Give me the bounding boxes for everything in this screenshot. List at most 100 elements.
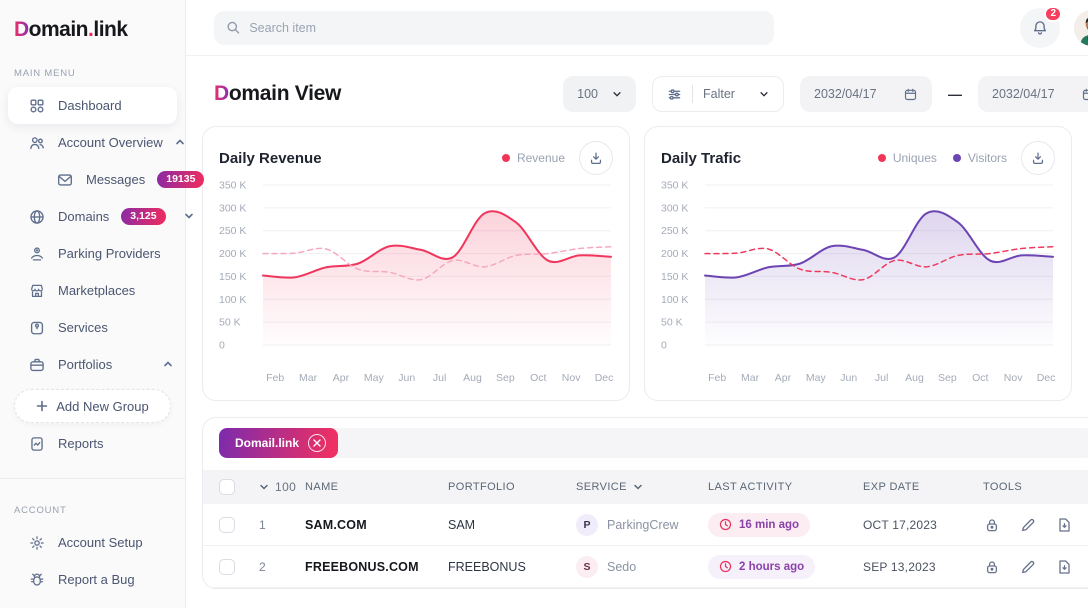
calendar-icon bbox=[904, 88, 917, 100]
chart-legend: Revenue bbox=[501, 151, 565, 165]
grid-icon bbox=[28, 97, 46, 115]
svg-text:150 K: 150 K bbox=[219, 271, 246, 283]
sidebar-item-portfolios[interactable]: Portfolios bbox=[0, 346, 185, 383]
chevron-down-icon bbox=[613, 92, 621, 97]
svg-text:Apr: Apr bbox=[775, 372, 792, 384]
page-size-value: 100 bbox=[577, 87, 598, 101]
avatar[interactable] bbox=[1074, 9, 1088, 46]
column-last-activity[interactable]: LAST ACTIVITY bbox=[708, 481, 793, 493]
domain-name[interactable]: FREEBONUS.COM bbox=[305, 559, 419, 574]
notifications-button[interactable]: 2 bbox=[1020, 5, 1062, 48]
section-account: ACCOUNT bbox=[14, 505, 67, 516]
table-row: 1 SAM.COM SAM P ParkingCrew 16 min ago O… bbox=[203, 504, 1088, 546]
box-icon bbox=[28, 319, 46, 337]
date-range-separator: — bbox=[948, 86, 962, 102]
sidebar-item-reports[interactable]: Reports bbox=[0, 425, 185, 462]
search-input[interactable] bbox=[249, 20, 762, 35]
activity-badge: 16 min ago bbox=[708, 512, 811, 537]
svg-text:Mar: Mar bbox=[299, 372, 318, 384]
lock-icon bbox=[986, 560, 998, 573]
legend-label: Revenue bbox=[516, 151, 565, 165]
tools-cell bbox=[983, 558, 1088, 576]
file-export-button[interactable] bbox=[1055, 558, 1073, 576]
sidebar-item-messages[interactable]: Messages 19135 bbox=[0, 161, 205, 198]
plus-icon bbox=[36, 400, 48, 412]
svg-text:Sep: Sep bbox=[496, 372, 515, 384]
svg-text:100 K: 100 K bbox=[661, 294, 688, 306]
date-to-field[interactable]: 2032/04/17 bbox=[978, 76, 1088, 112]
legend-label: Uniques bbox=[892, 151, 937, 165]
sidebar-item-label: Report a Bug bbox=[58, 572, 135, 587]
download-button[interactable] bbox=[579, 141, 613, 175]
briefcase-icon bbox=[28, 356, 46, 374]
column-page-size[interactable]: 100 bbox=[259, 480, 305, 494]
sidebar-item-account-setup[interactable]: Account Setup bbox=[0, 524, 185, 561]
svg-text:Nov: Nov bbox=[562, 372, 581, 384]
file-export-icon bbox=[1059, 559, 1070, 574]
row-number: 2 bbox=[259, 559, 266, 574]
page-size-select[interactable]: 100 bbox=[563, 76, 636, 112]
edit-button[interactable] bbox=[1019, 558, 1037, 576]
svg-text:May: May bbox=[364, 372, 385, 384]
chevron-down-icon bbox=[760, 92, 768, 97]
row-checkbox[interactable] bbox=[219, 558, 235, 575]
column-exp-date[interactable]: EXP DATE bbox=[863, 481, 920, 493]
lock-button[interactable] bbox=[983, 558, 1001, 576]
service-name: Sedo bbox=[607, 559, 637, 574]
add-new-group-button[interactable]: Add New Group bbox=[14, 389, 171, 423]
svg-text:Jun: Jun bbox=[840, 372, 857, 384]
section-main-menu: MAIN MENU bbox=[14, 68, 76, 79]
file-export-button[interactable] bbox=[1055, 516, 1073, 534]
filter-select[interactable]: Falter bbox=[652, 76, 784, 112]
sidebar-item-domains[interactable]: Domains 3,125 bbox=[0, 198, 193, 235]
svg-text:0: 0 bbox=[661, 340, 667, 352]
svg-text:Apr: Apr bbox=[333, 372, 350, 384]
svg-text:300 K: 300 K bbox=[661, 202, 688, 214]
tools-cell bbox=[983, 516, 1088, 534]
sidebar-item-parking-providers[interactable]: Parking Providers bbox=[0, 235, 185, 272]
svg-text:Jul: Jul bbox=[875, 372, 888, 384]
svg-text:50 K: 50 K bbox=[661, 317, 683, 329]
svg-text:Sep: Sep bbox=[938, 372, 957, 384]
sidebar-item-label: Messages bbox=[86, 172, 146, 187]
svg-text:Dec: Dec bbox=[595, 372, 614, 384]
sidebar-item-account-overview[interactable]: Account Overview bbox=[0, 124, 185, 161]
svg-text:250 K: 250 K bbox=[219, 225, 246, 237]
brand-mid: omain bbox=[28, 18, 89, 41]
filter-tag-domail-link[interactable]: Domail.link bbox=[219, 428, 339, 458]
date-from-field[interactable]: 2032/04/17 bbox=[800, 76, 932, 112]
sidebar-item-report-a-bug[interactable]: Report a Bug bbox=[0, 561, 185, 598]
brand-logo[interactable]: Domain.link bbox=[0, 18, 185, 42]
column-portfolio[interactable]: PORTFOLIO bbox=[448, 481, 515, 493]
gear-icon bbox=[28, 534, 46, 552]
download-button[interactable] bbox=[1021, 141, 1055, 175]
svg-text:Aug: Aug bbox=[463, 372, 482, 384]
globe-icon bbox=[28, 208, 46, 226]
column-service[interactable]: SERVICE bbox=[576, 481, 708, 493]
search-box[interactable] bbox=[214, 10, 774, 45]
sidebar-item-services[interactable]: Services bbox=[0, 309, 185, 346]
filter-tag-label: Domail.link bbox=[235, 436, 300, 450]
sidebar: Domain.link MAIN MENU Dashboard Account … bbox=[0, 0, 205, 608]
sidebar-item-dashboard[interactable]: Dashboard bbox=[8, 87, 177, 124]
lock-button[interactable] bbox=[983, 516, 1001, 534]
last-activity-cell: 16 min ago bbox=[708, 512, 863, 537]
report-icon bbox=[28, 435, 46, 453]
file-export-icon bbox=[1059, 517, 1070, 532]
svg-text:Feb: Feb bbox=[708, 372, 726, 384]
select-all-checkbox[interactable] bbox=[219, 479, 235, 495]
remove-tag-button[interactable] bbox=[308, 434, 327, 452]
domain-name[interactable]: SAM.COM bbox=[305, 517, 367, 532]
portfolio-name: SAM bbox=[448, 517, 476, 532]
sidebar-item-label: Services bbox=[58, 320, 108, 335]
domains-table-card: Domail.link 100 NAME PORTFOLIO bbox=[202, 417, 1088, 589]
add-new-group-label: Add New Group bbox=[56, 398, 149, 414]
table-header-row: 100 NAME PORTFOLIO SERVICE LAST ACTIVITY… bbox=[203, 470, 1088, 504]
sidebar-item-label: Portfolios bbox=[58, 357, 113, 372]
svg-text:Jul: Jul bbox=[433, 372, 446, 384]
topbar: 2 bbox=[186, 0, 1088, 56]
edit-button[interactable] bbox=[1019, 516, 1037, 534]
column-name[interactable]: NAME bbox=[305, 481, 339, 493]
sidebar-item-marketplaces[interactable]: Marketplaces bbox=[0, 272, 185, 309]
row-checkbox[interactable] bbox=[219, 516, 235, 533]
